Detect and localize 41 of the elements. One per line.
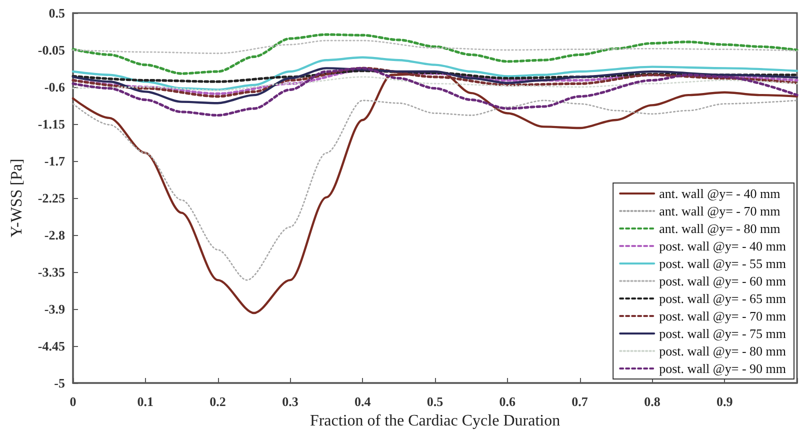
y-axis-title: Y-WSS [Pa] (8, 158, 26, 238)
legend-label: post. wall @y= - 90 mm (659, 361, 786, 376)
x-tick-label: 0.1 (137, 394, 154, 409)
y-tick-label: -0.05 (38, 42, 66, 58)
y-tick-label: -2.8 (44, 228, 66, 242)
y-tick-label: -2.25 (38, 190, 66, 206)
legend-label: post. wall @y= - 70 mm (659, 308, 786, 324)
x-tick-label: 0.4 (354, 394, 372, 409)
y-tick-label: -0.6 (44, 80, 66, 94)
y-tick-label: -4.45 (38, 338, 66, 354)
legend-label: post. wall @y= - 55 mm (659, 256, 786, 271)
x-tick-label: 0 (70, 394, 76, 409)
x-tick-label: 0.9 (716, 394, 734, 409)
x-tick-label: 0.3 (282, 394, 299, 409)
line-series (72, 70, 798, 83)
legend-label: post. wall @y= - 60 mm (659, 274, 786, 288)
y-tick-label: -1.7 (44, 154, 66, 168)
x-tick-label: 0.2 (210, 394, 226, 409)
legend-label: post. wall @y= - 75 mm (659, 326, 786, 341)
y-tick-label: 0.5 (48, 6, 66, 20)
y-tick-label: -3.35 (38, 264, 66, 280)
x-tick-label: 0.5 (426, 394, 444, 409)
line-series (72, 66, 798, 117)
legend-label: post. wall @y= - 40 mm (659, 238, 786, 254)
line-series (72, 40, 798, 54)
line-series (72, 56, 798, 91)
line-series (72, 76, 798, 92)
legend-label: post. wall @y= - 65 mm (659, 291, 786, 306)
x-tick-label: 0.8 (644, 394, 661, 409)
y-tick-label: -1.15 (38, 116, 66, 132)
line-series (72, 33, 798, 75)
x-tick-label: 0.6 (499, 394, 516, 409)
legend-label: ant. wall @y= - 80 mm (659, 221, 780, 236)
y-tick-label: -3.9 (44, 302, 66, 316)
legend-label: ant. wall @y= - 40 mm (659, 186, 780, 201)
legend-label: post. wall @y= - 80 mm (659, 344, 786, 358)
legend-label: ant. wall @y= - 70 mm (659, 204, 780, 218)
x-axis-title: Fraction of the Cardiac Cycle Duration (310, 412, 560, 430)
y-tick-label: -5 (54, 376, 66, 390)
x-tick-label: 0.7 (572, 394, 588, 409)
line-series (72, 67, 798, 104)
